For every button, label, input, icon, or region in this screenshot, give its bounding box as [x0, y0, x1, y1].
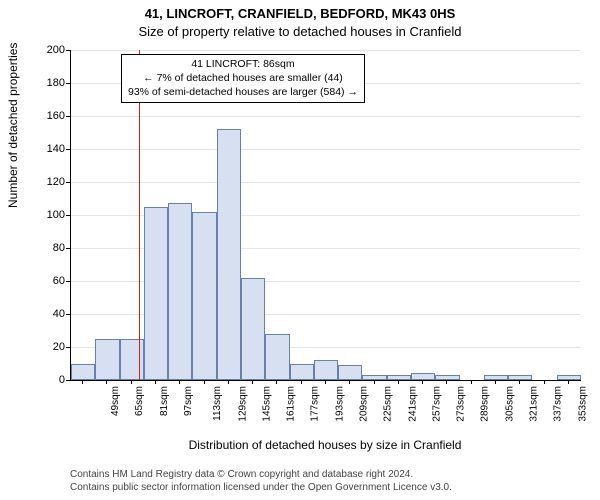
ytick-mark [66, 50, 70, 51]
x-axis-label: Distribution of detached houses by size … [70, 438, 580, 452]
annotation-line: ← 7% of detached houses are smaller (44) [128, 71, 358, 85]
plot-area: 41 LINCROFT: 86sqm← 7% of detached house… [70, 50, 581, 381]
ytick-label: 0 [35, 374, 65, 386]
xtick-mark [228, 380, 229, 384]
xtick-label: 161sqm [286, 386, 297, 422]
xtick-label: 337sqm [553, 386, 564, 422]
xtick-mark [471, 380, 472, 384]
ytick-label: 180 [35, 77, 65, 89]
xtick-mark [544, 380, 545, 384]
xtick-mark [422, 380, 423, 384]
xtick-label: 209sqm [359, 386, 370, 422]
xtick-mark [301, 380, 302, 384]
xtick-label: 145sqm [261, 386, 272, 422]
histogram-bar [71, 364, 95, 381]
histogram-bar [217, 129, 241, 380]
histogram-bar [435, 375, 459, 380]
ytick-label: 40 [35, 308, 65, 320]
histogram-bar [314, 360, 338, 380]
histogram-bar [144, 207, 168, 380]
xtick-label: 113sqm [212, 386, 223, 421]
y-axis-label: Number of detached properties [6, 43, 20, 208]
ytick-label: 20 [35, 341, 65, 353]
ytick-mark [66, 347, 70, 348]
xtick-mark [155, 380, 156, 384]
xtick-label: 305sqm [504, 386, 515, 422]
ytick-mark [66, 314, 70, 315]
ytick-label: 200 [35, 44, 65, 56]
xtick-mark [325, 380, 326, 384]
footer-line2: Contains public sector information licen… [70, 482, 590, 495]
ytick-mark [66, 149, 70, 150]
title-address: 41, LINCROFT, CRANFIELD, BEDFORD, MK43 0… [0, 6, 600, 21]
histogram-bar [557, 375, 581, 380]
histogram-bar [192, 212, 216, 380]
xtick-mark [82, 380, 83, 384]
xtick-mark [446, 380, 447, 384]
histogram-bar [95, 339, 119, 380]
xtick-label: 129sqm [237, 386, 248, 422]
xtick-mark [131, 380, 132, 384]
xtick-label: 49sqm [110, 386, 121, 416]
annotation-box: 41 LINCROFT: 86sqm← 7% of detached house… [121, 54, 365, 103]
title-subtitle: Size of property relative to detached ho… [0, 24, 600, 39]
annotation-line: 41 LINCROFT: 86sqm [128, 57, 358, 71]
xtick-mark [398, 380, 399, 384]
xtick-label: 225sqm [383, 386, 394, 422]
ytick-mark [66, 380, 70, 381]
xtick-label: 353sqm [577, 386, 588, 422]
xtick-mark [204, 380, 205, 384]
annotation-line: 93% of semi-detached houses are larger (… [128, 85, 358, 99]
histogram-bar [508, 375, 532, 380]
footer: Contains HM Land Registry data © Crown c… [70, 469, 590, 494]
ytick-label: 60 [35, 275, 65, 287]
xtick-mark [519, 380, 520, 384]
xtick-label: 81sqm [159, 386, 170, 416]
ytick-mark [66, 116, 70, 117]
ytick-mark [66, 215, 70, 216]
ytick-label: 160 [35, 110, 65, 122]
histogram-bar [290, 364, 314, 381]
ytick-mark [66, 281, 70, 282]
xtick-label: 241sqm [407, 386, 418, 422]
xtick-mark [568, 380, 569, 384]
ytick-label: 140 [35, 143, 65, 155]
ytick-mark [66, 182, 70, 183]
ytick-label: 120 [35, 176, 65, 188]
histogram-bar [362, 375, 386, 380]
xtick-label: 321sqm [529, 386, 540, 422]
xtick-mark [179, 380, 180, 384]
histogram-bar [387, 375, 411, 380]
ytick-mark [66, 248, 70, 249]
footer-line1: Contains HM Land Registry data © Crown c… [70, 469, 590, 482]
xtick-mark [106, 380, 107, 384]
histogram-bar [265, 334, 289, 380]
xtick-mark [374, 380, 375, 384]
histogram-bar [411, 373, 435, 380]
xtick-mark [252, 380, 253, 384]
xtick-label: 97sqm [183, 386, 194, 416]
xtick-label: 177sqm [310, 386, 321, 422]
chart-container: 41, LINCROFT, CRANFIELD, BEDFORD, MK43 0… [0, 0, 600, 500]
histogram-bar [241, 278, 265, 380]
xtick-label: 193sqm [334, 386, 345, 422]
ytick-label: 100 [35, 209, 65, 221]
histogram-bar [168, 203, 192, 380]
xtick-label: 289sqm [480, 386, 491, 422]
histogram-bar [338, 365, 362, 380]
xtick-mark [276, 380, 277, 384]
xtick-mark [495, 380, 496, 384]
xtick-label: 273sqm [456, 386, 467, 422]
xtick-label: 257sqm [431, 386, 442, 422]
ytick-mark [66, 83, 70, 84]
xtick-mark [349, 380, 350, 384]
ytick-label: 80 [35, 242, 65, 254]
xtick-label: 65sqm [134, 386, 145, 416]
